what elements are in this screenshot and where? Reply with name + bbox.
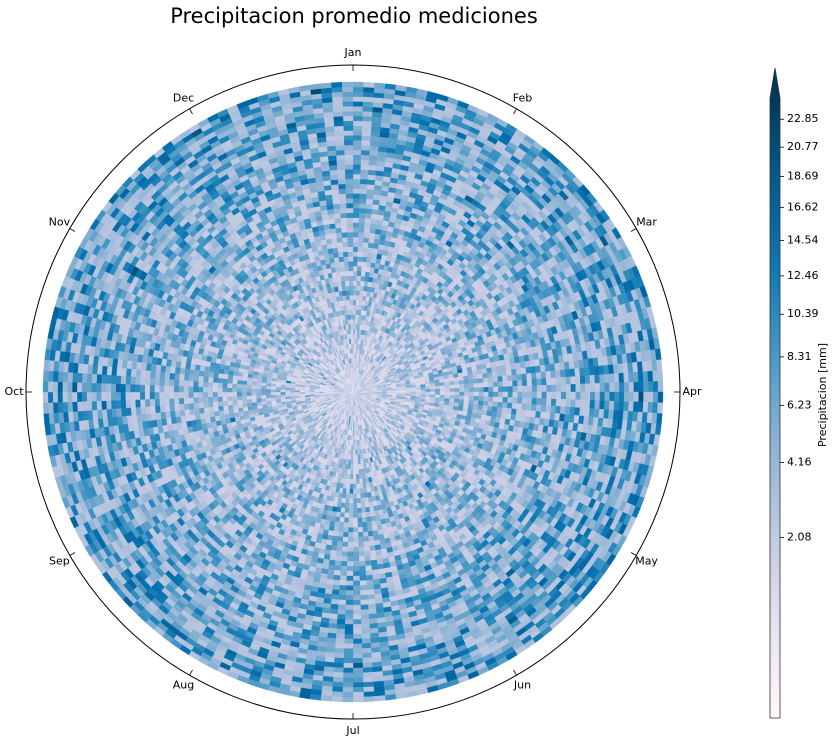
heatmap-cells (42, 81, 664, 703)
chart-title: Precipitacion promedio mediciones (170, 4, 538, 28)
